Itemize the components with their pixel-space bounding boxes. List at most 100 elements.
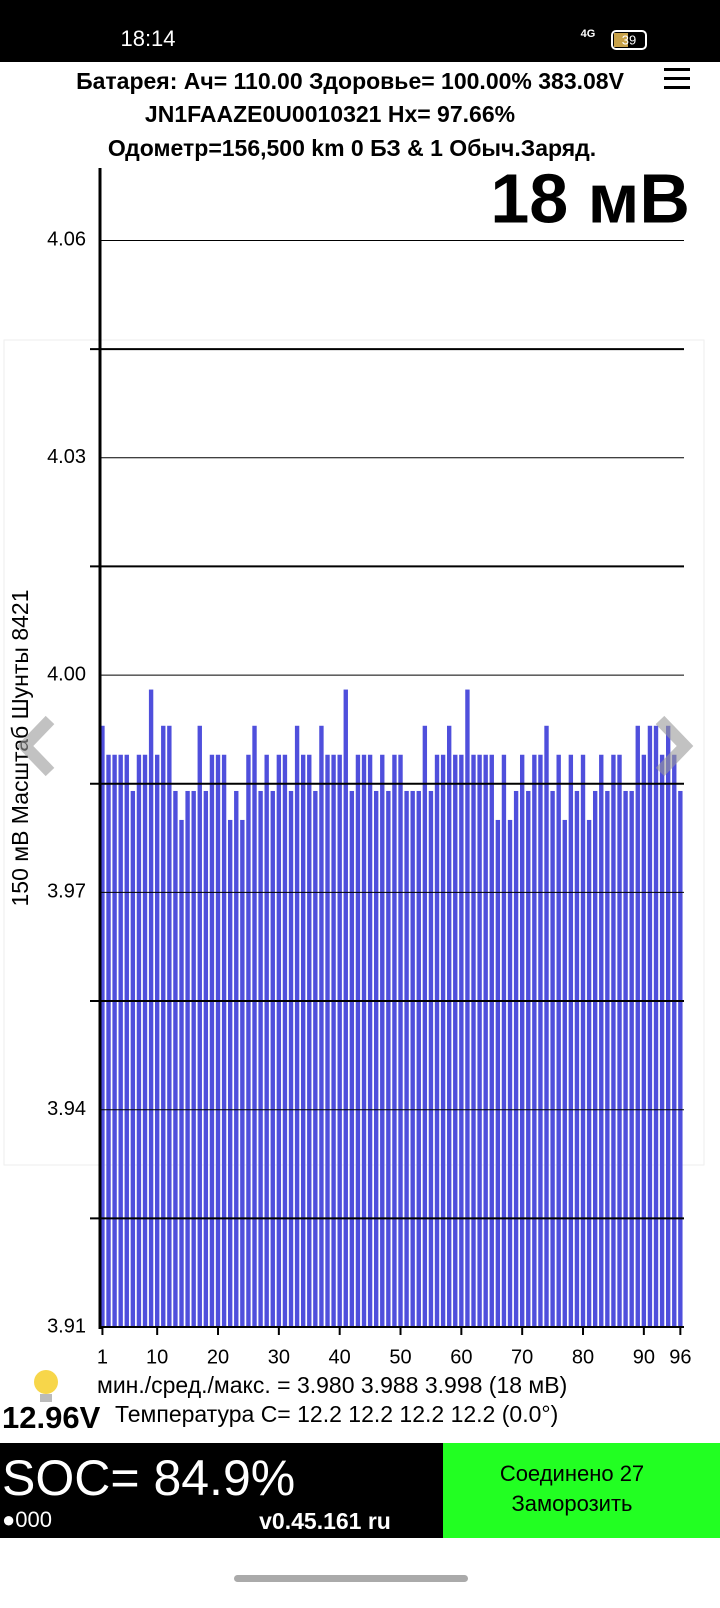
bar	[258, 790, 263, 1327]
bar	[471, 754, 476, 1327]
big-delta: 18 мВ	[490, 159, 690, 237]
bar	[410, 790, 415, 1327]
y-tick-label: 4.06	[47, 229, 86, 251]
x-tick-label: 30	[268, 1346, 290, 1368]
x-tick-label: 1	[97, 1346, 108, 1368]
bar	[173, 790, 178, 1327]
bar	[355, 754, 361, 1327]
bar	[599, 754, 604, 1327]
freeze[interactable]: Заморозить	[511, 1491, 632, 1516]
bar	[446, 725, 452, 1327]
battery-level	[614, 33, 628, 47]
bar	[647, 725, 653, 1327]
bar	[221, 754, 227, 1327]
header-line: Батарея: Ач= 110.00 Здоровье= 100.00% 38…	[76, 68, 625, 94]
bar	[361, 754, 367, 1327]
bar	[574, 790, 580, 1327]
bar	[264, 754, 269, 1327]
y-tick-label: 3.94	[47, 1098, 86, 1120]
bar	[477, 754, 482, 1327]
x-tick-label: 70	[511, 1346, 533, 1368]
menu-icon[interactable]	[664, 68, 690, 89]
bar	[282, 754, 288, 1327]
voltage: 12.96V	[2, 1400, 101, 1435]
bar	[154, 754, 160, 1327]
bar	[605, 790, 610, 1327]
prev-arrow[interactable]	[16, 715, 55, 777]
bar	[532, 754, 537, 1327]
bar	[215, 754, 221, 1327]
bar	[234, 790, 239, 1327]
bar	[288, 790, 294, 1327]
bar	[526, 790, 531, 1327]
bar	[513, 790, 519, 1327]
battery-icon	[611, 30, 647, 50]
temperature: Температура C= 12.2 12.2 12.2 12.2 (0.0°…	[115, 1401, 558, 1427]
bar	[106, 754, 111, 1327]
bar	[136, 754, 142, 1327]
bar	[343, 689, 348, 1327]
bar	[507, 819, 513, 1327]
x-tick-label: 96	[669, 1346, 691, 1368]
bar	[179, 819, 184, 1327]
bar	[386, 790, 391, 1327]
bar	[629, 790, 634, 1327]
bar	[568, 754, 574, 1327]
bar	[459, 754, 464, 1327]
stats: мин./сред./макс. = 3.980 3.988 3.998 (18…	[97, 1372, 567, 1398]
bar	[611, 754, 616, 1327]
bar	[392, 754, 397, 1327]
bar	[404, 790, 409, 1327]
bar	[227, 819, 233, 1327]
bar	[349, 790, 355, 1327]
bar	[562, 819, 567, 1327]
bar	[142, 754, 148, 1327]
header-line: Одометр=156,500 km 0 БЗ & 1 Обыч.Заряд.	[108, 135, 596, 161]
bar	[635, 725, 640, 1327]
connect-button[interactable]	[443, 1443, 720, 1538]
bar	[307, 754, 312, 1327]
bar	[313, 790, 318, 1327]
bar	[653, 725, 659, 1327]
bar	[617, 754, 622, 1327]
bar	[380, 754, 385, 1327]
bar	[659, 754, 665, 1327]
bar	[556, 754, 561, 1327]
bar	[337, 754, 342, 1327]
x-tick-label: 90	[633, 1346, 655, 1368]
bar	[641, 754, 647, 1327]
y-tick-label: 4.00	[47, 663, 86, 685]
bar	[623, 790, 628, 1327]
status-bar	[0, 0, 720, 62]
next-arrow[interactable]	[655, 715, 694, 777]
bar	[246, 754, 251, 1327]
bar	[270, 790, 275, 1327]
bar	[100, 725, 105, 1327]
x-tick-label: 80	[572, 1346, 594, 1368]
bar	[665, 725, 671, 1327]
bar	[416, 790, 421, 1327]
bar	[319, 725, 324, 1327]
soc: SOC= 84.9%	[2, 1450, 295, 1506]
y-tick-label: 3.97	[47, 881, 86, 903]
bar	[118, 754, 123, 1327]
header-line: JN1FAAZE0U0010321 Hx= 97.66%	[145, 101, 515, 127]
nav-pill	[234, 1575, 468, 1582]
bar	[592, 790, 598, 1327]
bar	[331, 754, 336, 1327]
bar	[167, 725, 172, 1327]
x-tick-label: 20	[207, 1346, 229, 1368]
bar	[367, 754, 373, 1327]
bar	[453, 754, 458, 1327]
bar	[672, 754, 677, 1327]
bar	[252, 725, 257, 1327]
dots: ●000	[2, 1507, 52, 1532]
connected: Соединено 27	[500, 1461, 644, 1486]
bar	[203, 790, 209, 1327]
bar	[276, 754, 282, 1327]
bar	[519, 754, 525, 1327]
bar	[483, 754, 488, 1327]
plot: 3.91 3.94 3.97 4.00 4.03 4.06 1 10 20 30 40 50 60 70 8…	[47, 168, 691, 1368]
